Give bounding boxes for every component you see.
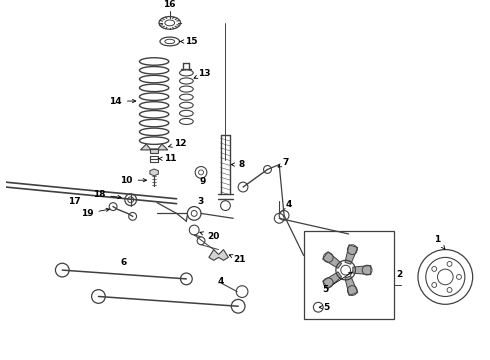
Text: 4: 4 — [218, 277, 224, 286]
Polygon shape — [345, 245, 358, 264]
Text: 9: 9 — [200, 177, 206, 186]
Polygon shape — [150, 149, 158, 153]
Text: 17: 17 — [68, 197, 80, 206]
Polygon shape — [345, 276, 358, 296]
Bar — [304, 231, 393, 319]
Text: 4: 4 — [285, 200, 292, 209]
Text: 13: 13 — [194, 69, 211, 78]
Text: 21: 21 — [229, 255, 246, 264]
Text: 7: 7 — [278, 158, 289, 167]
Text: 15: 15 — [180, 37, 198, 46]
Polygon shape — [150, 169, 158, 176]
Polygon shape — [322, 252, 342, 268]
Text: 18: 18 — [93, 190, 121, 199]
Text: 6: 6 — [121, 258, 127, 267]
Polygon shape — [322, 272, 342, 289]
Text: 8: 8 — [231, 160, 245, 169]
Text: 5: 5 — [319, 303, 329, 312]
Text: 11: 11 — [158, 154, 176, 163]
Polygon shape — [141, 144, 168, 150]
Polygon shape — [209, 249, 228, 260]
Text: 20: 20 — [200, 232, 219, 242]
Text: 10: 10 — [120, 176, 147, 185]
Polygon shape — [353, 266, 371, 275]
Text: 5: 5 — [322, 272, 352, 294]
Text: 3: 3 — [197, 197, 203, 206]
Text: 19: 19 — [81, 208, 109, 218]
Text: 14: 14 — [109, 96, 136, 105]
Text: 12: 12 — [168, 139, 186, 148]
Text: 16: 16 — [164, 0, 176, 9]
Text: 2: 2 — [396, 270, 403, 279]
Text: 1: 1 — [434, 235, 445, 249]
